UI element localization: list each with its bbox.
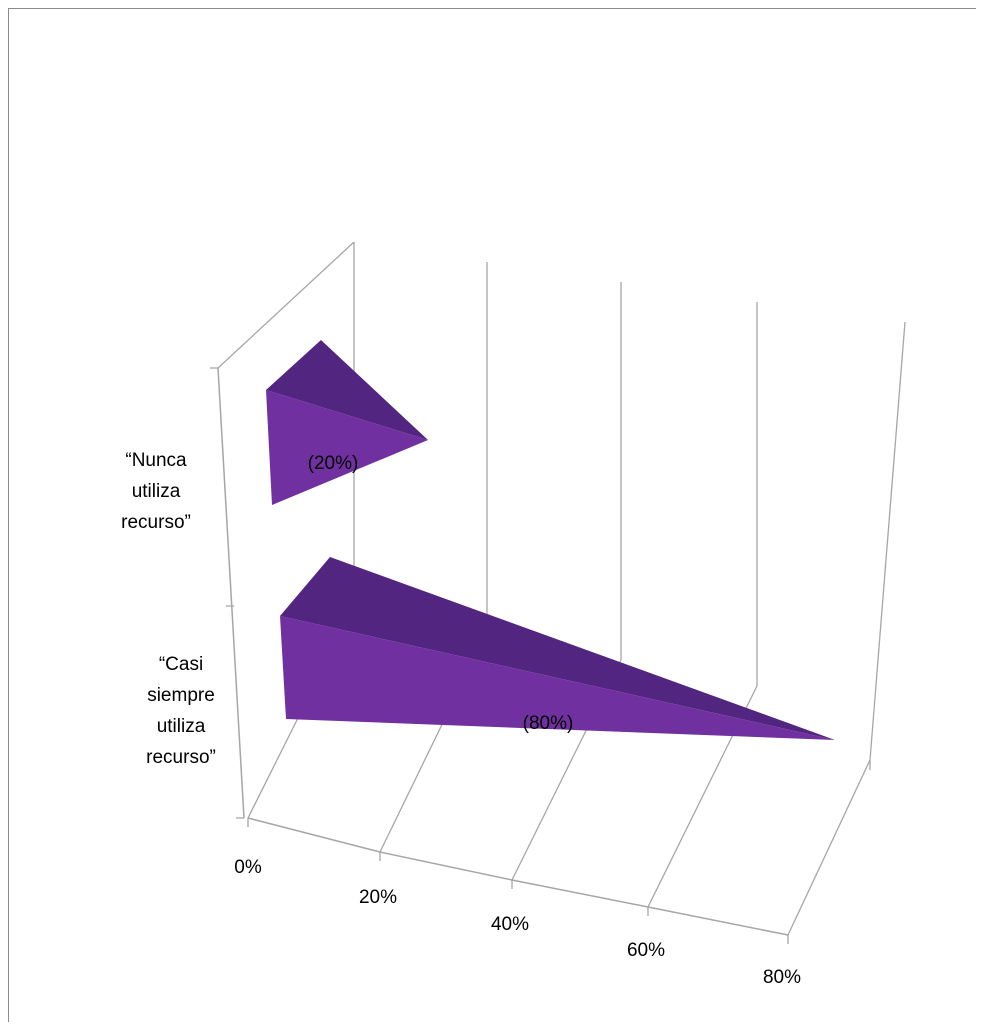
pyramid-front-face [266,390,428,505]
floor-side-edge [787,759,871,936]
pyramid-top-face [266,340,428,440]
pyramid-top-face [280,557,835,740]
x-tick-label: 80% [763,967,801,988]
x-tick-label: 60% [627,940,665,961]
pyramid-front-face [280,616,835,740]
x-tick-label: 20% [359,887,397,908]
chart-frame [8,8,976,1022]
category-label: “Casi siempre utiliza recurso” [146,654,216,768]
x-tick-label: 40% [491,914,529,935]
grid-line-vertical [869,321,906,761]
left-wall-top-edge [217,241,355,369]
data-label: (20%) [308,453,359,474]
left-wall-edge [217,367,245,819]
x-tick-label: 0% [234,857,262,878]
category-label: “Nunca utiliza recurso” [121,450,191,533]
data-label: (80%) [523,713,574,734]
